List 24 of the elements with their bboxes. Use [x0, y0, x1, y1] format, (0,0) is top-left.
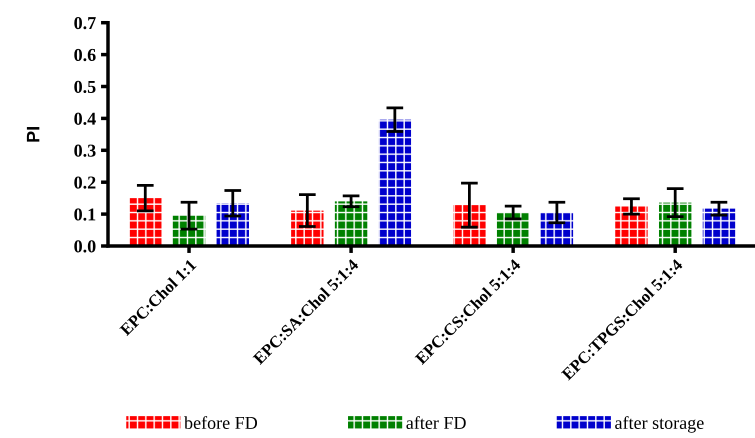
y-tick-label: 0.6: [74, 48, 96, 62]
bar: [453, 205, 486, 246]
y-axis-title: PI: [26, 127, 40, 142]
legend-label: before FD: [184, 416, 258, 429]
y-tick-label: 0.3: [74, 144, 96, 157]
text: 0.0: [74, 240, 96, 253]
y-tick-label: 0.1: [74, 208, 96, 221]
legend-label: after FD: [406, 416, 466, 429]
bar: [172, 216, 206, 246]
y-tick-label: 0.4: [74, 112, 96, 125]
legend-label: after storage: [615, 416, 704, 433]
y-tick-label: 0.7: [74, 16, 96, 30]
bar: [334, 201, 368, 246]
bar: [216, 203, 249, 246]
bar: [378, 120, 412, 246]
bar: [658, 202, 692, 246]
bar: [540, 212, 574, 246]
bar: [615, 206, 648, 246]
bar: [702, 208, 736, 246]
bar: [496, 212, 530, 246]
bar: [291, 210, 324, 246]
bar: [129, 198, 162, 246]
y-tick-label: 0.5: [74, 80, 96, 94]
y-tick-label: 0.2: [74, 176, 96, 189]
